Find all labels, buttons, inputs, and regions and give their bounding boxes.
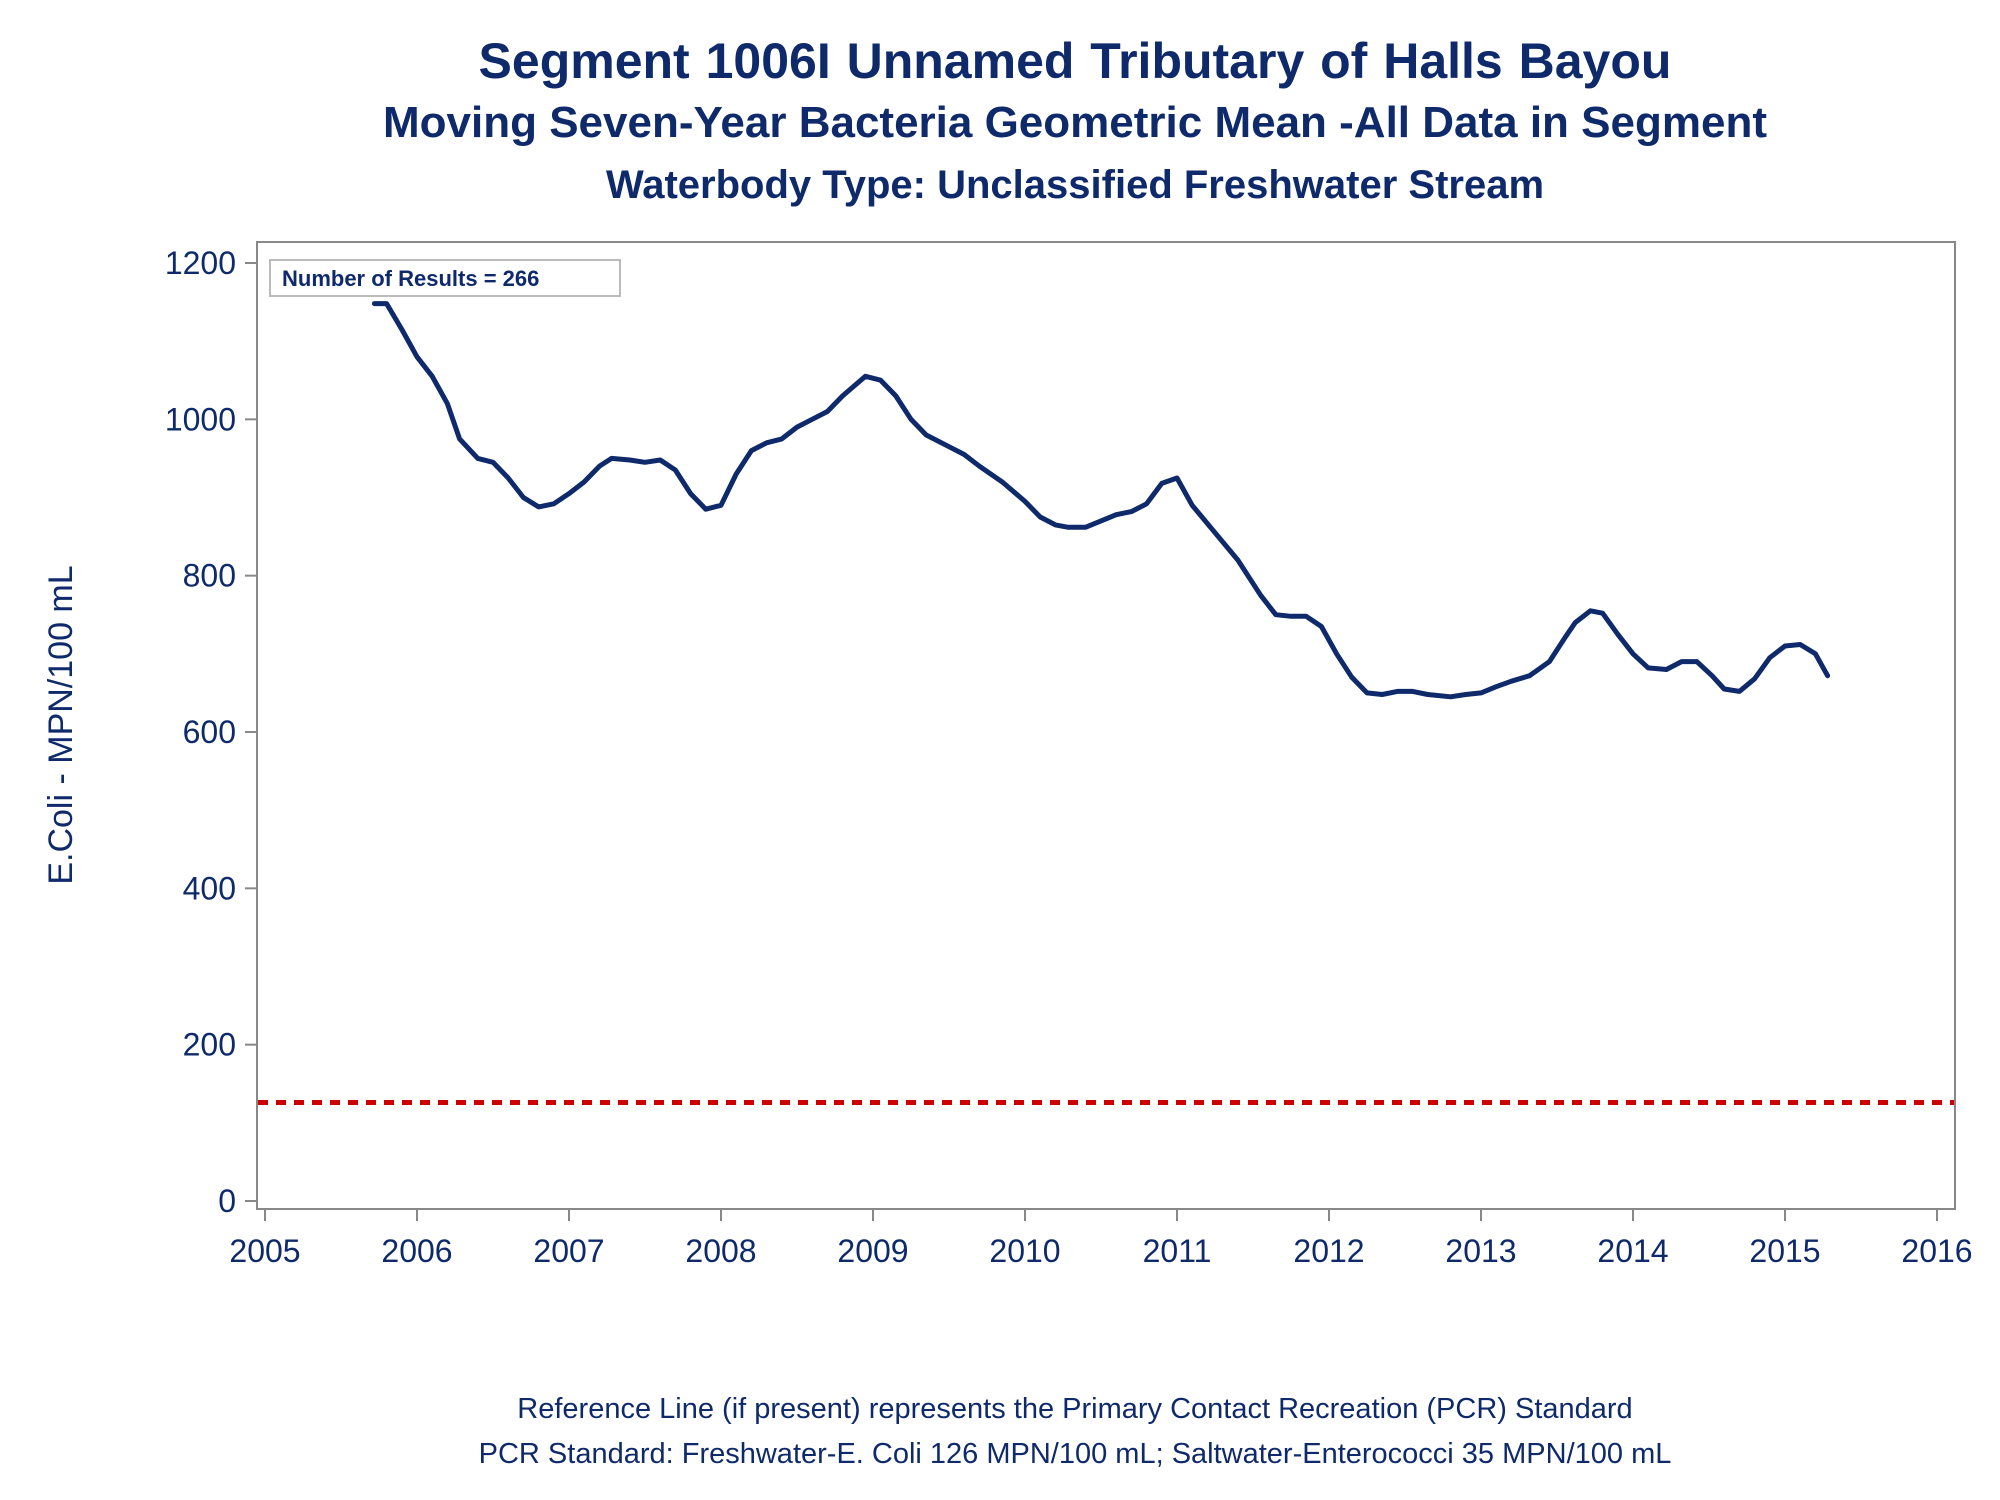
x-tick-label: 2009 bbox=[837, 1233, 908, 1269]
x-tick-label: 2005 bbox=[229, 1233, 300, 1269]
x-tick-label: 2007 bbox=[533, 1233, 604, 1269]
y-tick-label: 400 bbox=[183, 870, 236, 906]
chart-subtitle: Moving Seven-Year Bacteria Geometric Mea… bbox=[383, 98, 1767, 147]
footer-note-standard: PCR Standard: Freshwater-E. Coli 126 MPN… bbox=[478, 1438, 1672, 1470]
y-tick-label: 1200 bbox=[165, 245, 236, 281]
y-tick-label: 600 bbox=[183, 714, 236, 750]
x-tick-label: 2014 bbox=[1597, 1233, 1668, 1269]
results-annotation: Number of Results = 266 bbox=[269, 259, 621, 297]
y-axis-label: E.Coli - MPN/100 mL bbox=[42, 565, 80, 884]
x-tick-label: 2006 bbox=[381, 1233, 452, 1269]
results-annotation-text: Number of Results = 266 bbox=[282, 266, 539, 291]
y-axis: 0 200 400 600 800 1000 1200 bbox=[165, 245, 257, 1219]
x-tick-label: 2008 bbox=[685, 1233, 756, 1269]
x-tick-label: 2011 bbox=[1143, 1233, 1212, 1269]
footer-note-reference: Reference Line (if present) represents t… bbox=[517, 1393, 1633, 1425]
x-tick-label: 2010 bbox=[989, 1233, 1060, 1269]
y-tick-label: 1000 bbox=[165, 401, 236, 437]
y-tick-label: 800 bbox=[183, 558, 236, 594]
series-line-geometric-mean bbox=[371, 301, 1831, 700]
plot-area bbox=[256, 241, 1956, 1210]
x-tick-label: 2015 bbox=[1749, 1233, 1820, 1269]
y-tick-label: 0 bbox=[218, 1183, 236, 1219]
chart-subtitle-waterbody: Waterbody Type: Unclassified Freshwater … bbox=[605, 163, 1545, 207]
x-axis: 2005 2006 2007 2008 2009 2010 2011 2012 2013 2014… bbox=[229, 1209, 1973, 1269]
x-tick-label: 2013 bbox=[1445, 1233, 1516, 1269]
chart-title: Segment 1006I Unnamed Tributary of Halls… bbox=[478, 33, 1672, 89]
y-tick-label: 200 bbox=[183, 1027, 236, 1063]
x-tick-label: 2016 bbox=[1901, 1233, 1972, 1269]
x-tick-label: 2012 bbox=[1293, 1233, 1364, 1269]
